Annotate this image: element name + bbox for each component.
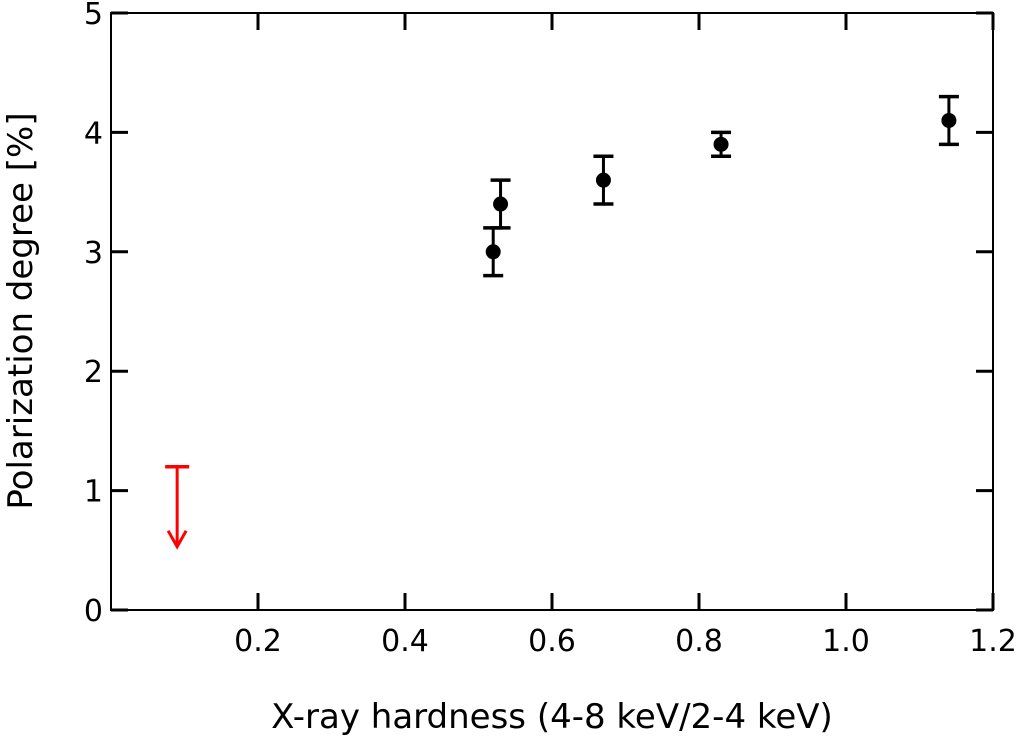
data-point [711, 130, 732, 159]
data-points [483, 94, 959, 278]
plot-frame [110, 12, 994, 611]
marker-circle [713, 136, 729, 152]
marker-circle [941, 112, 957, 128]
data-point [483, 226, 504, 278]
x-tick-label: 1.0 [822, 624, 870, 659]
data-point [593, 154, 614, 206]
y-tick-label: 4 [84, 116, 103, 151]
x-tick-label: 0.4 [381, 624, 429, 659]
y-tick-label: 1 [84, 475, 103, 510]
x-tick-label: 0.8 [675, 624, 723, 659]
arrowhead [166, 529, 188, 550]
marker-circle [493, 196, 509, 212]
marker-circle [595, 172, 611, 188]
y-tick-label: 5 [84, 0, 103, 32]
x-tick-label: 1.2 [969, 624, 1017, 659]
plot-border [110, 12, 994, 611]
y-tick-label: 0 [84, 594, 103, 629]
y-axis-label: Polarization degree [%] [1, 112, 41, 509]
data-point [490, 178, 511, 230]
x-tick-labels: 0.2 0.4 0.6 0.8 1.0 1.2 [234, 624, 1017, 659]
data-point [938, 94, 959, 147]
upper-limit-arrow-icon [165, 464, 190, 550]
marker-circle [485, 244, 501, 260]
upper-limits [165, 464, 190, 550]
y-tick-labels: 0 1 2 3 4 5 [84, 0, 103, 629]
x-tick-label: 0.2 [234, 624, 282, 659]
axis-ticks [111, 11, 995, 612]
y-tick-label: 2 [84, 355, 103, 390]
x-axis-label: X-ray hardness (4-8 keV/2-4 keV) [271, 697, 833, 737]
y-tick-label: 3 [84, 236, 103, 271]
x-tick-label: 0.6 [528, 624, 576, 659]
